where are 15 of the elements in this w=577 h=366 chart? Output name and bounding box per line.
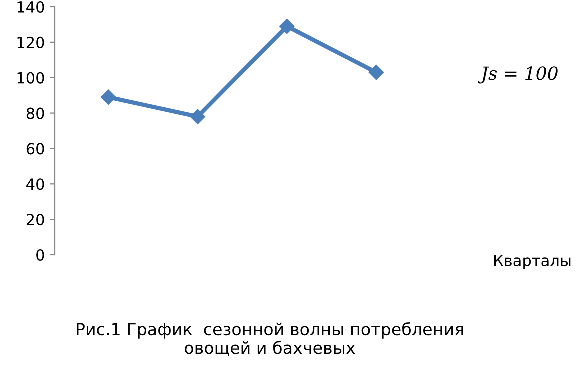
point	[368, 64, 384, 80]
x-axis-title: Кварталы	[494, 255, 571, 270]
y-tick-label: 20	[26, 214, 44, 226]
y-tick-label: 0	[36, 249, 44, 262]
text: Js = 100	[478, 66, 558, 84]
point	[190, 109, 206, 124]
y-tick-label: 120	[18, 36, 44, 48]
point	[280, 18, 295, 34]
y-tick-label: 80	[26, 108, 44, 120]
y-tick-label: 60	[26, 143, 44, 155]
y-tick-label: 40	[26, 178, 44, 190]
y-tick-label: 100	[18, 72, 44, 84]
point	[101, 90, 116, 105]
text: Рис.1 График сезонной волны потребления овощей и бахчевых	[77, 322, 464, 356]
y-tick-label: 140	[18, 1, 44, 14]
